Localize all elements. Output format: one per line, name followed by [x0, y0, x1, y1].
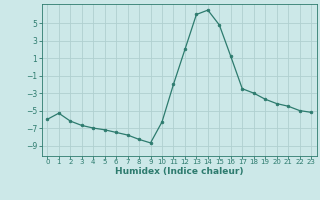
X-axis label: Humidex (Indice chaleur): Humidex (Indice chaleur) [115, 167, 244, 176]
